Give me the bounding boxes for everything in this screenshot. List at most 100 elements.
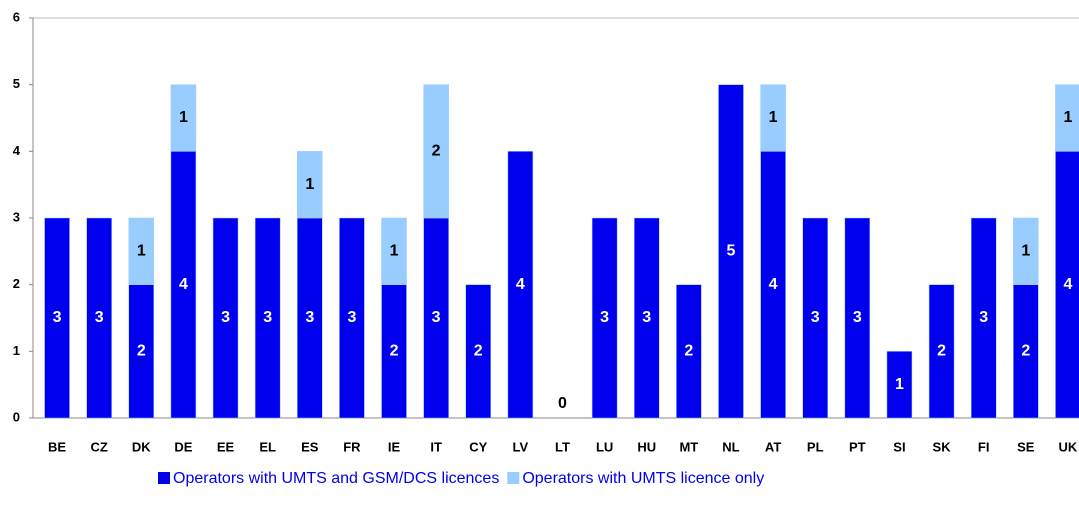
- legend-swatch: [507, 472, 520, 484]
- bar-segment: [970, 217, 997, 419]
- bar-segment: [676, 284, 702, 419]
- bar-segment: [170, 151, 197, 419]
- bar-segment: [802, 217, 828, 419]
- bar-segment: [507, 151, 534, 419]
- x-tick-label: DE: [174, 439, 192, 454]
- y-tick-label: 0: [13, 409, 20, 424]
- bar-segment: [1055, 84, 1079, 152]
- bar-segment: [128, 217, 155, 285]
- legend-swatch: [158, 472, 170, 484]
- bar-segment: [381, 217, 407, 285]
- data-label: 3: [305, 309, 314, 326]
- bar-segment: [297, 151, 323, 219]
- x-tick-label: BE: [48, 439, 66, 454]
- data-label: 1: [1021, 243, 1030, 260]
- x-tick-label: CZ: [91, 439, 108, 454]
- legend-label: Operators with UMTS and GSM/DCS licences: [173, 470, 499, 487]
- data-label: 4: [179, 276, 188, 293]
- data-label: 3: [347, 309, 356, 326]
- x-tick-label: SK: [933, 439, 952, 454]
- bar-segment: [1013, 284, 1039, 419]
- data-label: 2: [1021, 343, 1030, 360]
- data-label: 3: [600, 309, 609, 326]
- x-tick-label: EL: [259, 439, 276, 454]
- data-label: 1: [895, 376, 904, 393]
- data-label: 2: [137, 343, 146, 360]
- data-label: 2: [390, 343, 399, 360]
- x-tick-label: SI: [893, 439, 905, 454]
- data-label: 3: [95, 309, 104, 326]
- bar-segment: [44, 217, 70, 419]
- bar-segment: [254, 217, 281, 419]
- y-tick-label: 4: [13, 143, 21, 158]
- x-tick-label: LV: [513, 439, 529, 454]
- bar-segment: [633, 217, 660, 419]
- y-tick-label: 3: [13, 209, 20, 224]
- bar-segment: [928, 284, 955, 419]
- x-tick-label: HU: [637, 439, 656, 454]
- x-tick-label: ES: [301, 439, 319, 454]
- data-label: 5: [727, 243, 736, 260]
- x-tick-label: NL: [722, 439, 739, 454]
- x-tick-label: CY: [469, 439, 487, 454]
- bar-segment: [844, 217, 871, 419]
- bar-segment: [381, 284, 407, 419]
- data-label: 4: [769, 276, 778, 293]
- bar-segment: [86, 217, 112, 419]
- data-label: 1: [179, 109, 188, 126]
- x-tick-label: IT: [430, 439, 442, 454]
- x-tick-label: AT: [765, 439, 781, 454]
- data-label: 1: [137, 243, 146, 260]
- data-label: 3: [811, 309, 820, 326]
- bar-segment: [760, 84, 786, 152]
- x-tick-label: LU: [596, 439, 613, 454]
- bar-segment: [465, 284, 492, 419]
- data-label: 2: [937, 343, 946, 360]
- y-tick-label: 2: [13, 276, 20, 291]
- bar-segment: [339, 217, 365, 419]
- data-label: 3: [979, 309, 988, 326]
- data-label: 1: [305, 176, 314, 193]
- x-tick-label: UK: [1059, 439, 1078, 454]
- data-label: 2: [684, 343, 693, 360]
- data-label: 4: [1063, 276, 1072, 293]
- data-label: 3: [432, 309, 441, 326]
- bar-segment: [591, 217, 618, 419]
- data-label: 3: [853, 309, 862, 326]
- data-label: 1: [769, 109, 778, 126]
- bar-segment: [128, 284, 155, 419]
- x-tick-label: MT: [679, 439, 698, 454]
- x-tick-label: LT: [555, 439, 570, 454]
- x-tick-label: FI: [978, 439, 990, 454]
- data-label: 3: [221, 309, 230, 326]
- data-label: 0: [558, 395, 567, 412]
- bar-segment: [760, 151, 786, 419]
- x-tick-label: EE: [217, 439, 235, 454]
- bar-segment: [718, 84, 744, 419]
- bar-segment: [1013, 217, 1039, 285]
- data-label: 3: [263, 309, 272, 326]
- x-tick-label: SE: [1017, 439, 1035, 454]
- y-tick-label: 5: [13, 76, 20, 91]
- bar-segment: [212, 217, 239, 419]
- bar-segment: [297, 217, 323, 419]
- data-label: 2: [474, 343, 483, 360]
- x-tick-label: PT: [849, 439, 866, 454]
- data-label: 1: [1063, 109, 1072, 126]
- x-tick-label: PL: [807, 439, 824, 454]
- bar-segment: [423, 84, 449, 219]
- y-tick-label: 1: [13, 343, 20, 358]
- data-label: 3: [53, 309, 62, 326]
- y-tick-label: 6: [13, 9, 20, 24]
- x-tick-label: IE: [388, 439, 401, 454]
- data-label: 4: [516, 276, 525, 293]
- x-tick-label: DK: [132, 439, 151, 454]
- bar-segment: [170, 84, 197, 152]
- data-label: 1: [390, 243, 399, 260]
- data-label: 3: [642, 309, 651, 326]
- x-tick-label: FR: [343, 439, 361, 454]
- legend-label: Operators with UMTS licence only: [522, 470, 764, 487]
- data-label: 2: [432, 143, 441, 160]
- bar-segment: [886, 351, 913, 419]
